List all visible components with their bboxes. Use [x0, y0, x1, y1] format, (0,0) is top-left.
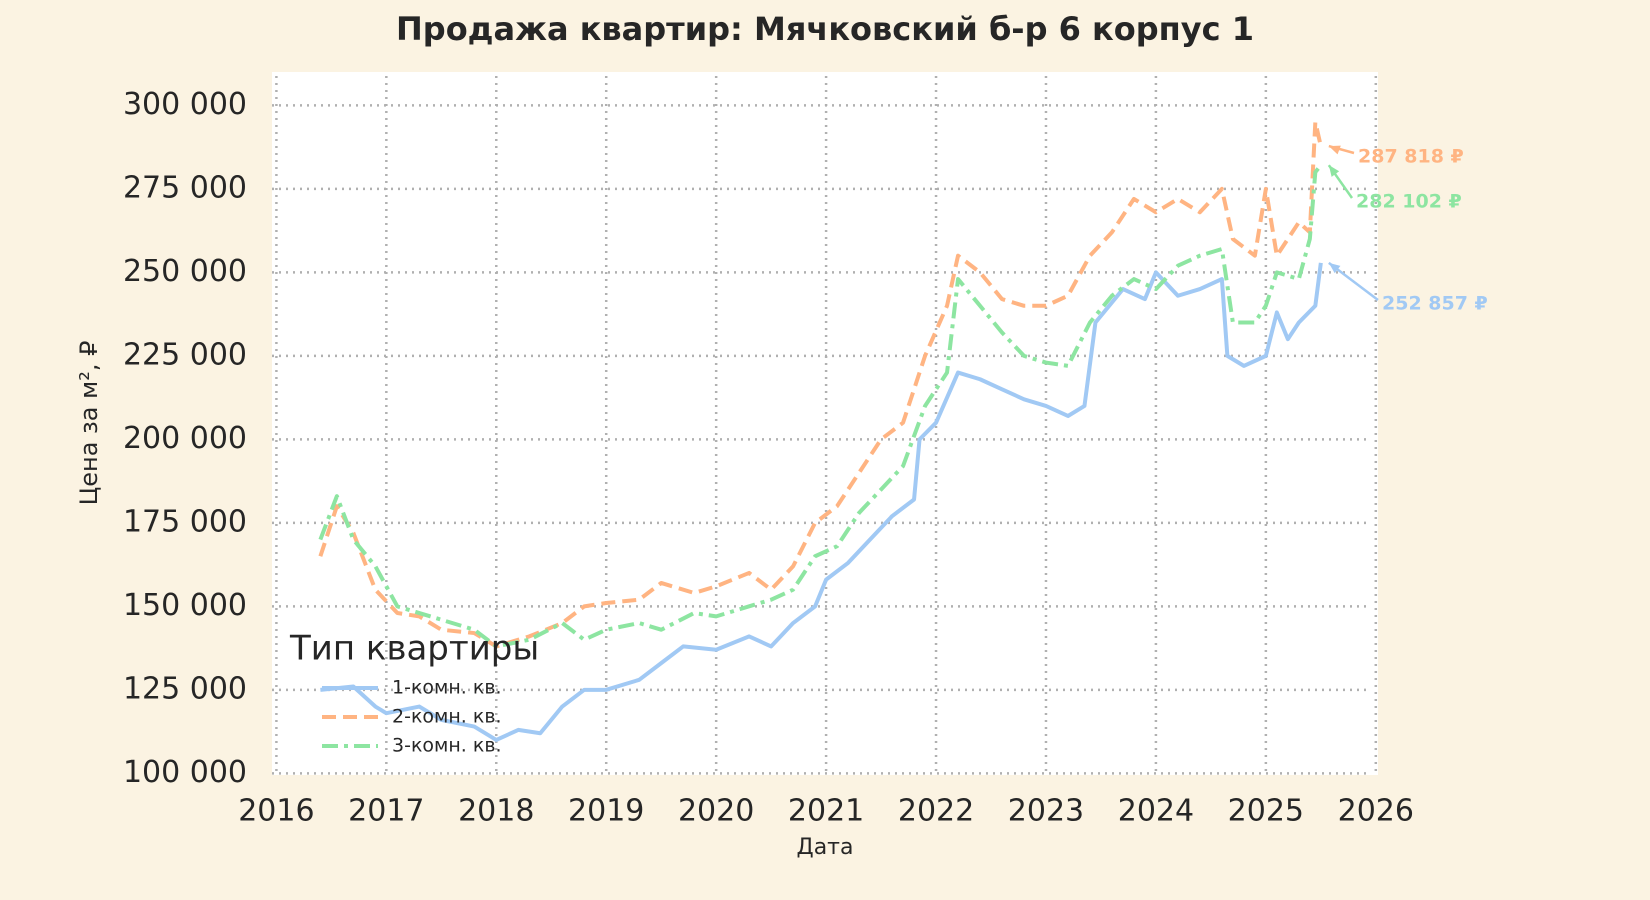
x-tick-label: 2025: [1228, 794, 1304, 829]
x-tick-label: 2021: [788, 794, 864, 829]
x-tick-label: 2022: [898, 794, 974, 829]
arrow-head: [1328, 145, 1341, 155]
annotation-label: 282 102 ₽: [1356, 191, 1462, 213]
annotation-label: 252 857 ₽: [1382, 293, 1488, 315]
y-tick-label: 225 000: [123, 337, 247, 372]
y-tick-label: 275 000: [123, 170, 247, 205]
arrow-head: [1328, 262, 1341, 274]
x-tick-label: 2026: [1338, 794, 1414, 829]
line-series: [318, 120, 1323, 649]
x-tick-label: 2018: [458, 794, 534, 829]
y-tick-label: 250 000: [123, 254, 247, 289]
arrow-head: [1328, 165, 1340, 177]
legend-label: 1-комн. кв.: [392, 677, 502, 699]
chart-title: Продажа квартир: Мячковский б-р 6 корпус…: [396, 10, 1254, 48]
plot-area: [272, 72, 1378, 775]
y-axis-label: Цена за м², ₽: [75, 341, 103, 506]
x-tick-label: 2017: [348, 794, 424, 829]
x-tick-label: 2023: [1008, 794, 1084, 829]
x-axis-label: Дата: [797, 835, 854, 860]
x-tick-label: 2024: [1118, 794, 1194, 829]
legend-title: Тип квартиры: [289, 629, 539, 669]
line-series: [320, 262, 1323, 742]
y-tick-label: 100 000: [123, 755, 247, 790]
y-tick-label: 300 000: [123, 87, 247, 122]
x-tick-label: 2020: [678, 794, 754, 829]
y-tick-label: 150 000: [123, 588, 247, 623]
legend-label: 2-комн. кв.: [392, 706, 502, 728]
x-tick-label: 2016: [238, 794, 314, 829]
y-tick-label: 200 000: [123, 421, 247, 456]
y-tick-label: 125 000: [123, 671, 247, 706]
legend-label: 3-комн. кв.: [392, 735, 502, 757]
x-tick-label: 2019: [568, 794, 644, 829]
y-tick-label: 175 000: [123, 504, 247, 539]
annotation-label: 287 818 ₽: [1358, 146, 1464, 168]
